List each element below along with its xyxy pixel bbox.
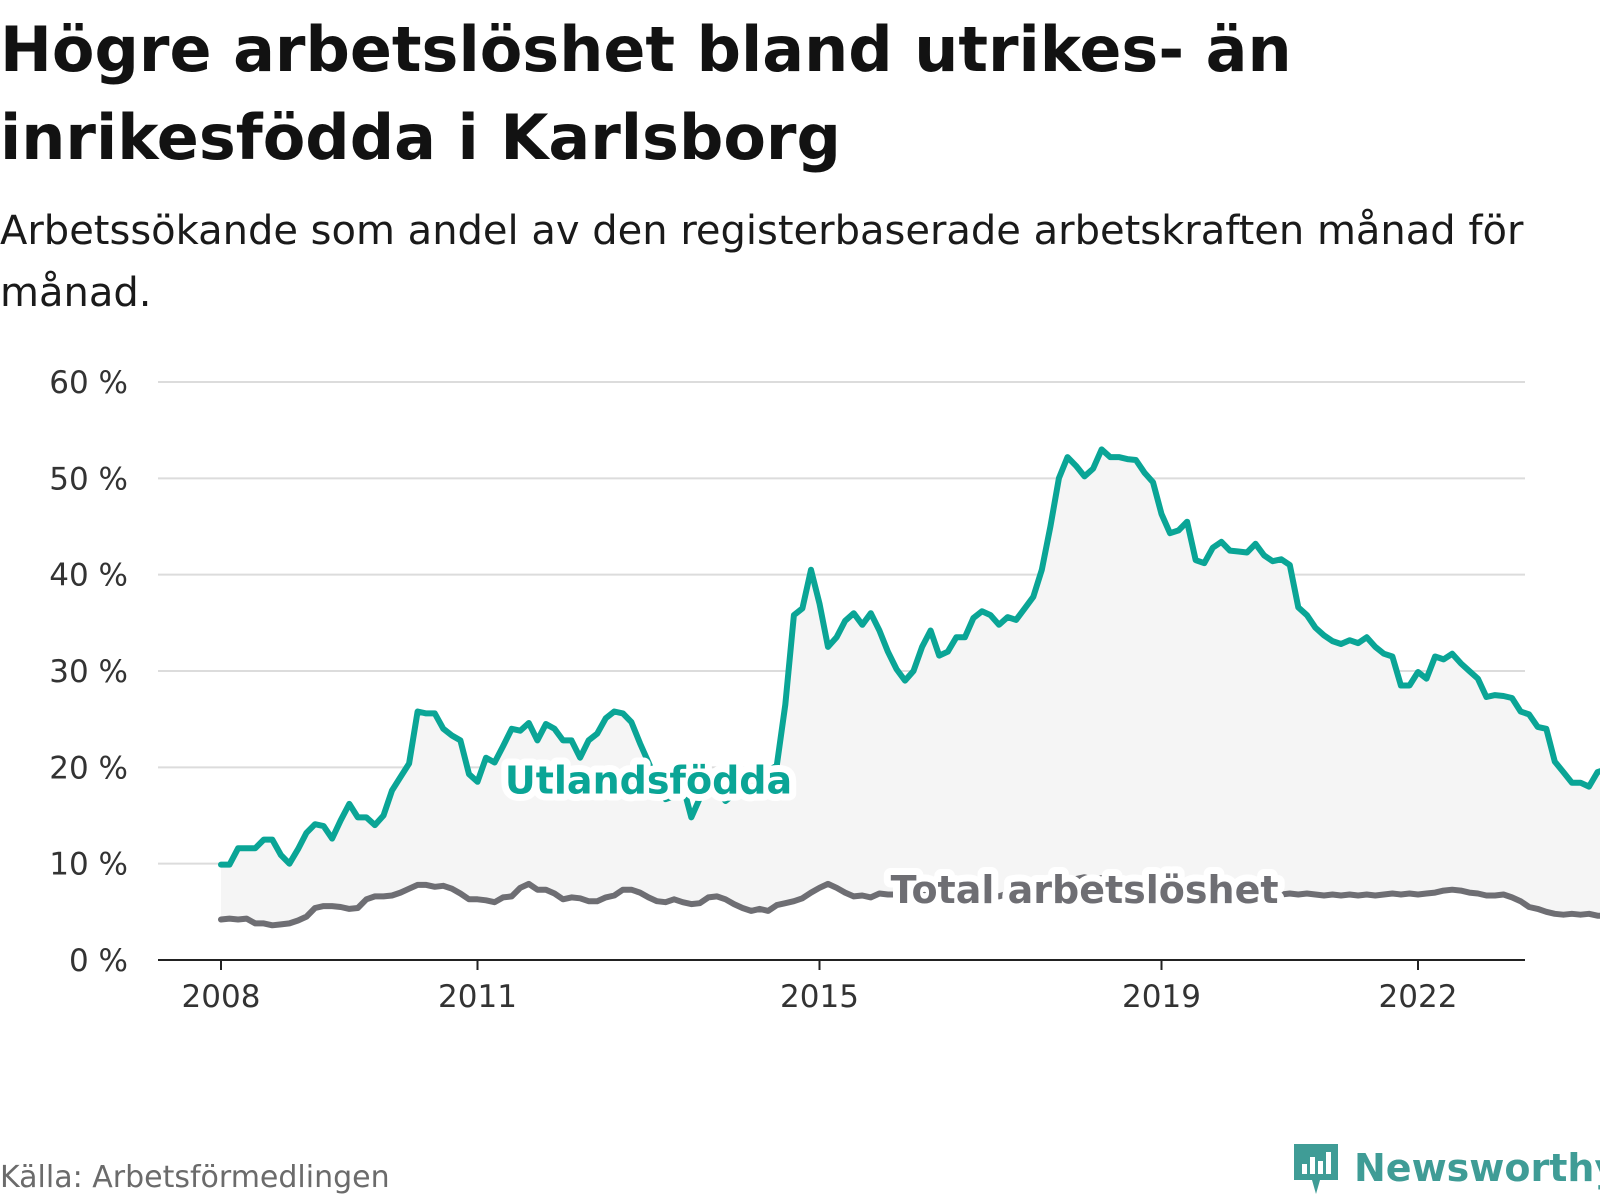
chart-subtitle: Arbetssökande som andel av den registerb…: [0, 208, 1524, 316]
gap-area: [221, 449, 1600, 926]
y-tick-label: 60 %: [49, 365, 128, 401]
x-tick-label: 2015: [780, 979, 859, 1015]
newsworthy-logo-icon: [1294, 1144, 1338, 1194]
brand-name: Newsworthy: [1354, 1146, 1600, 1190]
x-tick-label: 2019: [1122, 979, 1201, 1015]
y-tick-label: 10 %: [49, 847, 128, 883]
utlandsfodda-line: [218, 446, 1600, 868]
axes: 0 % 10 % 20 % 30 % 40 % 50 % 60 % 2008 2011 2015 2…: [49, 365, 1525, 1015]
total-label: Total arbetslöshet: [891, 868, 1279, 912]
chart-title: Högre arbetslöshet bland utrikes- än inr…: [0, 13, 1292, 174]
y-tick-label: 40 %: [49, 558, 128, 594]
x-tick-label: 2011: [438, 979, 517, 1015]
area-fill: [221, 449, 1600, 926]
y-tick-label: 50 %: [49, 461, 128, 497]
y-tick-label: 20 %: [49, 750, 128, 786]
utlandsfodda-label: Utlandsfödda: [505, 758, 792, 802]
source-note: Källa: Arbetsförmedlingen: [0, 1160, 390, 1195]
x-tick-label: 2022: [1379, 979, 1458, 1015]
x-tick-label: 2008: [182, 979, 261, 1015]
brand-logo[interactable]: Newsworthy: [1290, 1140, 1600, 1196]
line-chart: 0 % 10 % 20 % 30 % 40 % 50 % 60 % 2008 2011 2015 2…: [49, 365, 1600, 1015]
total-line: [218, 874, 1600, 929]
y-tick-label: 0 %: [69, 943, 128, 979]
series-lines: [218, 446, 1600, 929]
y-tick-label: 30 %: [49, 654, 128, 690]
